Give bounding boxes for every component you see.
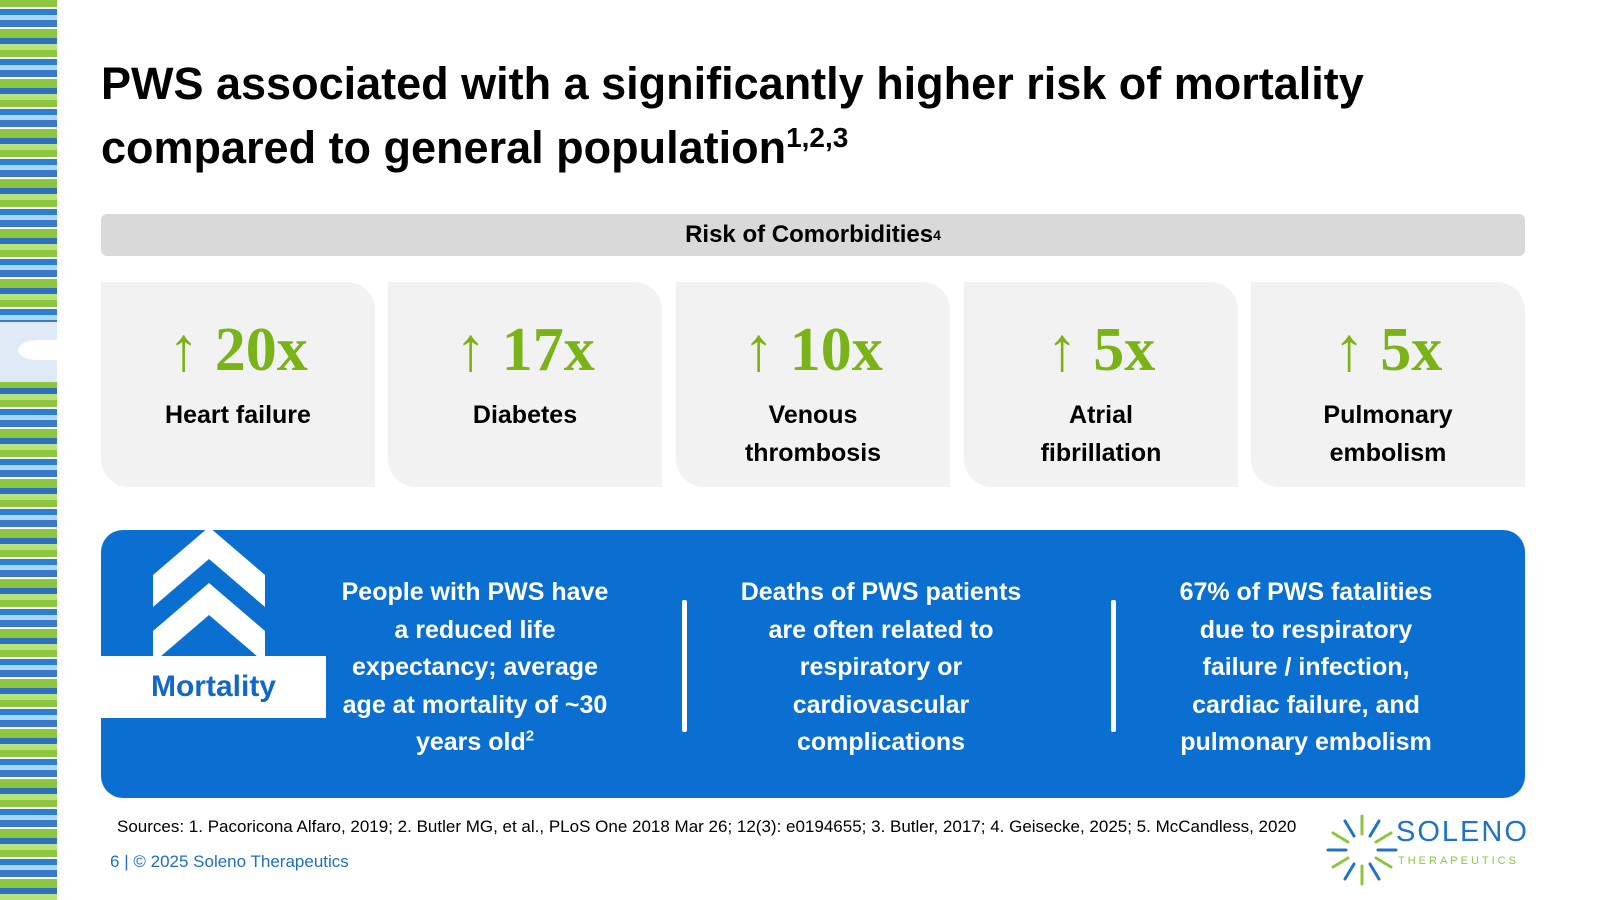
- title-line-2: compared to general population: [101, 122, 787, 173]
- label-line: Pulmonary: [1323, 401, 1453, 429]
- column-divider: [682, 600, 687, 732]
- comorbidity-label: Venous thrombosis: [676, 396, 950, 472]
- column-divider: [1111, 600, 1116, 732]
- double-chevron-up-icon: [153, 527, 265, 663]
- decorative-side-stripe: [0, 0, 57, 900]
- label-line: embolism: [1329, 439, 1447, 467]
- comorbidity-label: Diabetes: [388, 396, 662, 434]
- text-line: due to respiratory: [1199, 615, 1413, 644]
- up-arrow-icon: ↑: [168, 316, 200, 384]
- logo-name: SOLENO: [1396, 816, 1529, 848]
- text-line: cardiac failure, and: [1192, 690, 1420, 719]
- comorbidity-card-heart-failure: ↑ 20x Heart failure: [101, 282, 375, 487]
- text-line: cardiovascular: [792, 690, 970, 719]
- label-line: Diabetes: [472, 401, 578, 429]
- stat-value: 5x: [1093, 316, 1156, 384]
- text-line: People with PWS have: [341, 578, 609, 606]
- page-number: 6: [110, 852, 120, 871]
- text-superscript: 2: [525, 727, 535, 745]
- soleno-logo: SOLENO THERAPEUTICS: [1326, 810, 1531, 890]
- comorbidity-stat: ↑ 5x: [1251, 310, 1525, 390]
- comorbidity-label: Pulmonary embolism: [1251, 396, 1525, 472]
- stat-value: 20x: [214, 316, 308, 384]
- footer-separator: |: [124, 852, 129, 871]
- up-arrow-icon: ↑: [1333, 316, 1365, 384]
- text-line: age at mortality of ~30: [342, 690, 608, 719]
- stat-value: 5x: [1380, 316, 1443, 384]
- label-line: thrombosis: [744, 439, 882, 467]
- text-line: a reduced life: [394, 615, 556, 644]
- text-line: failure / infection,: [1202, 653, 1410, 681]
- comorbidity-card-pulmonary-embolism: ↑ 5x Pulmonary embolism: [1251, 282, 1525, 487]
- comorbidity-stat: ↑ 5x: [964, 310, 1238, 390]
- slide-title: PWS associated with a significantly high…: [101, 52, 1521, 180]
- sources-citation: Sources: 1. Pacoricona Alfaro, 2019; 2. …: [117, 817, 1297, 836]
- label-line: Atrial: [1069, 401, 1133, 429]
- mortality-text-death-causes: Deaths of PWS patients are often related…: [716, 574, 1046, 762]
- text-line: complications: [796, 728, 966, 756]
- risk-of-comorbidities-header: Risk of Comorbidities 4: [101, 214, 1525, 256]
- text-line: pulmonary embolism: [1180, 728, 1432, 756]
- copyright: © 2025 Soleno Therapeutics: [133, 852, 349, 871]
- sunburst-logo-icon: [1326, 814, 1398, 886]
- mortality-label: Mortality: [101, 656, 326, 718]
- stat-value: 17x: [501, 316, 595, 384]
- comorbidity-card-venous-thrombosis: ↑ 10x Venous thrombosis: [676, 282, 950, 487]
- comorbidity-stat: ↑ 20x: [101, 310, 375, 390]
- comorbidity-stat: ↑ 10x: [676, 310, 950, 390]
- text-line: Deaths of PWS patients: [740, 578, 1022, 606]
- comorbidity-stat: ↑ 17x: [388, 310, 662, 390]
- text-line: expectancy; average: [352, 653, 598, 681]
- slide-footer: 6 | © 2025 Soleno Therapeutics: [110, 852, 349, 872]
- logo-subtitle: THERAPEUTICS: [1398, 855, 1519, 867]
- text-line: 67% of PWS fatalities: [1179, 578, 1433, 606]
- stat-value: 10x: [789, 316, 883, 384]
- text-line: years old: [415, 728, 526, 756]
- comorbidity-cards: ↑ 20x Heart failure ↑ 17x Diabetes ↑ 10x…: [101, 282, 1525, 487]
- text-line: are often related to: [768, 615, 994, 644]
- mortality-text-life-expectancy: People with PWS have a reduced life expe…: [325, 574, 625, 762]
- title-superscript: 1,2,3: [786, 122, 849, 153]
- label-line: fibrillation: [1040, 439, 1162, 467]
- mortality-text-fatalities: 67% of PWS fatalities due to respiratory…: [1141, 574, 1471, 762]
- up-arrow-icon: ↑: [455, 316, 487, 384]
- risk-header-label: Risk of Comorbidities: [685, 221, 934, 248]
- up-arrow-icon: ↑: [1046, 316, 1078, 384]
- label-line: Venous: [768, 401, 858, 429]
- comorbidity-card-atrial-fibrillation: ↑ 5x Atrial fibrillation: [964, 282, 1238, 487]
- comorbidity-card-diabetes: ↑ 17x Diabetes: [388, 282, 662, 487]
- risk-header-superscript: 4: [933, 227, 941, 243]
- stripe-notch: [18, 340, 57, 360]
- text-line: respiratory or: [799, 653, 963, 681]
- comorbidity-label: Atrial fibrillation: [964, 396, 1238, 472]
- label-line: Heart failure: [165, 401, 311, 429]
- up-arrow-icon: ↑: [743, 316, 775, 384]
- mortality-panel: Mortality People with PWS have a reduced…: [101, 527, 1525, 798]
- comorbidity-label: Heart failure: [101, 396, 375, 434]
- title-line-1: PWS associated with a significantly high…: [101, 58, 1364, 109]
